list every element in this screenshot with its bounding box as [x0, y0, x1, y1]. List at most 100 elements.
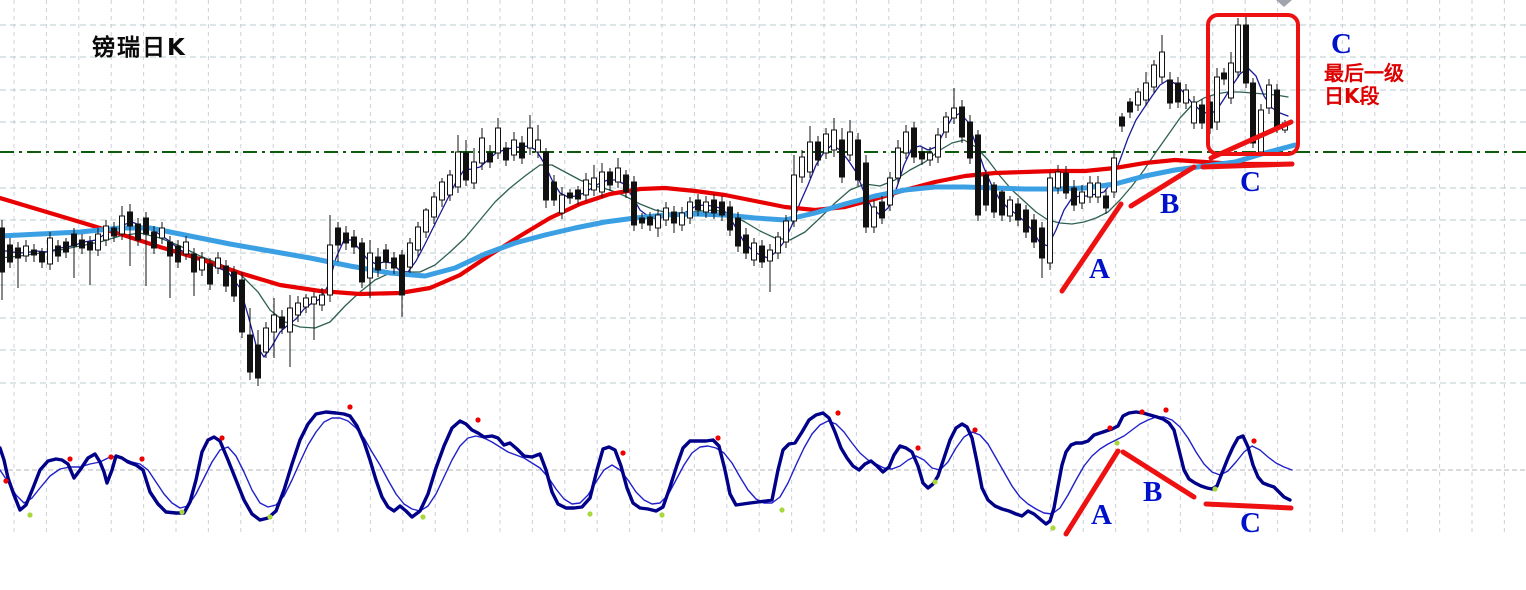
- candle-up: [1183, 84, 1189, 109]
- oscillator-fast-line: [0, 410, 1292, 526]
- candle-up: [439, 178, 445, 207]
- candle-up: [1235, 18, 1241, 78]
- candle-up: [287, 295, 293, 367]
- candle-up: [1228, 52, 1234, 104]
- candle-down: [15, 242, 21, 288]
- candle-down: [1063, 166, 1069, 199]
- annotation-note: 最后一级 日K段: [1324, 62, 1404, 108]
- candle-down: [879, 196, 885, 224]
- annotation-note-line2: 日K段: [1324, 84, 1380, 108]
- candle-up: [591, 165, 597, 196]
- candle-down: [983, 170, 989, 211]
- candle-up: [703, 196, 709, 218]
- candle-up: [103, 220, 109, 246]
- candle-down: [87, 236, 93, 285]
- candle-down: [919, 148, 925, 165]
- candle-up: [95, 228, 101, 256]
- candle-down: [695, 194, 701, 216]
- main-wave-a-label: A: [1089, 253, 1110, 285]
- candle-down: [391, 252, 397, 274]
- candle-up: [407, 238, 413, 273]
- candle-up: [663, 202, 669, 226]
- candle-down: [1119, 113, 1125, 132]
- candle-down: [543, 148, 549, 208]
- candle-down: [815, 136, 821, 166]
- candle-down: [567, 189, 573, 204]
- candle-down: [1031, 214, 1037, 248]
- candle-down: [255, 330, 261, 386]
- peak-dot: [67, 456, 73, 462]
- candle-down: [487, 145, 493, 168]
- peak-dot: [915, 445, 921, 451]
- candle-up: [767, 244, 773, 292]
- candle-up: [847, 120, 853, 161]
- candle-up: [783, 215, 789, 248]
- candle-up: [895, 140, 901, 184]
- candle-up: [479, 128, 485, 170]
- candle-down: [239, 272, 245, 338]
- candle-up: [655, 209, 661, 237]
- candle-down: [127, 204, 133, 266]
- ma-green-thin-line: [0, 91, 1289, 329]
- candle-up: [1159, 35, 1165, 83]
- candle-up: [1111, 150, 1117, 198]
- candle-down: [0, 220, 5, 300]
- candle-up: [927, 147, 933, 166]
- trough-dot: [1114, 440, 1120, 446]
- candle-down: [111, 222, 117, 242]
- candle-up: [527, 115, 533, 155]
- trough-dot: [420, 514, 426, 520]
- candle-down: [1199, 99, 1205, 129]
- candle-up: [943, 112, 949, 138]
- candle-down: [1221, 68, 1227, 85]
- peak-dot: [835, 410, 841, 416]
- candle-down: [1039, 222, 1045, 278]
- candle-up: [1095, 176, 1101, 203]
- peak-dot: [1139, 409, 1145, 415]
- peak-dot: [1163, 407, 1169, 413]
- candle-down: [735, 212, 741, 252]
- candle-up: [687, 197, 693, 224]
- candle-down: [383, 244, 389, 269]
- candle-up: [47, 232, 53, 270]
- candle-up: [935, 128, 941, 163]
- candle-up: [23, 240, 29, 262]
- candle-down: [167, 236, 173, 298]
- osc-wave-a-line: [1063, 448, 1121, 537]
- candle-up: [295, 296, 301, 322]
- candle-up: [311, 292, 317, 340]
- main-wave-a-line: [1059, 201, 1124, 294]
- candle-down: [1250, 78, 1256, 148]
- candle-up: [583, 173, 589, 201]
- candle-down: [207, 258, 213, 290]
- candle-up: [1191, 96, 1197, 129]
- candle-up: [1151, 60, 1157, 93]
- candle-up: [599, 163, 605, 198]
- candle-up: [1266, 79, 1272, 114]
- peak-dot: [1107, 425, 1113, 431]
- oscillator-slow-line: [0, 416, 1293, 515]
- candle-down: [991, 182, 997, 218]
- osc-wave-b-label: B: [1143, 476, 1163, 508]
- candle-up: [263, 322, 269, 358]
- candle-down: [959, 100, 965, 143]
- candle-down: [503, 142, 509, 166]
- trough-dot: [587, 511, 593, 517]
- wave-c-top-label: C: [1331, 28, 1352, 60]
- osc-wave-c-label: C: [1240, 507, 1261, 539]
- candle-up: [615, 158, 621, 188]
- candle-down: [1015, 198, 1021, 226]
- candle-up: [183, 236, 189, 260]
- candle-up: [511, 132, 517, 161]
- candle-up: [1135, 88, 1141, 111]
- candle-down: [63, 238, 69, 258]
- candle-down: [175, 240, 181, 268]
- candle-up: [535, 125, 541, 158]
- candle-down: [647, 212, 653, 231]
- candle-up: [951, 88, 957, 124]
- candle-up: [903, 125, 909, 159]
- candle-down: [1175, 77, 1181, 108]
- candle-down: [39, 248, 45, 268]
- peak-dot: [475, 417, 481, 423]
